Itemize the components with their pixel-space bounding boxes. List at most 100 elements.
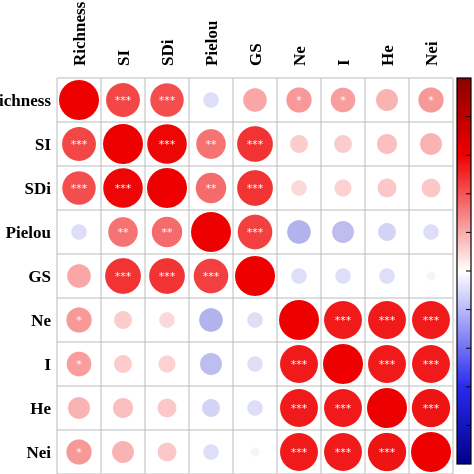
corr-circle-Nei-Ne (280, 433, 318, 471)
corr-circle-SDi-Richness (62, 171, 96, 205)
corr-circle-Nei-He (367, 432, 407, 472)
corr-circle-SI-Ne (290, 135, 308, 153)
corr-circle-Pielou-Ne (287, 220, 311, 244)
col-label-Pielou: Pielou (202, 21, 221, 66)
corr-circle-SDi-Pielou (195, 172, 227, 204)
corr-circle-He-Ne (280, 389, 318, 427)
row-label-Nei: Nei (26, 443, 51, 462)
col-label-Ne: Ne (290, 46, 309, 66)
corr-circle-I-GS (247, 356, 263, 372)
corr-circle-SDi-GS (237, 170, 273, 206)
significance-label: *** (115, 94, 132, 107)
corr-circle-Pielou-GS (237, 214, 273, 250)
corr-circle-Richness-Nei (418, 87, 444, 113)
corr-circle-Richness-He (376, 89, 398, 111)
corr-circle-Richness-Ne (286, 87, 312, 113)
corr-circle-He-GS (247, 400, 263, 416)
corr-circle-Ne-SDi (159, 312, 175, 328)
corr-circle-SI-Richness (62, 127, 96, 161)
corr-circle-GS-SI (105, 258, 141, 294)
significance-label: *** (71, 182, 88, 195)
row-label-Pielou: Pielou (6, 223, 51, 242)
corr-circle-SI-SI (103, 124, 143, 164)
significance-label: ** (118, 226, 130, 239)
corr-circle-He-Richness (68, 397, 90, 419)
corr-circle-GS-He (379, 268, 395, 284)
corr-circle-Richness-I (330, 87, 356, 113)
corr-circle-Pielou-Richness (71, 224, 87, 240)
corr-circle-GS-Ne (291, 268, 307, 284)
significance-label: *** (379, 446, 396, 459)
corr-circle-Nei-Pielou (203, 444, 219, 460)
corr-circle-Richness-Pielou (203, 92, 219, 108)
col-label-GS: GS (246, 43, 265, 66)
corr-circle-He-I (324, 389, 362, 427)
row-label-Ne: Ne (31, 311, 51, 330)
corr-circle-I-SI (114, 355, 132, 373)
labels: Richness SI SDi Pielou GS Ne I He Nei Richness SI S… (0, 1, 441, 462)
significance-label: *** (159, 94, 176, 107)
corr-circle-Nei-Richness (66, 439, 92, 465)
row-label-SI: SI (35, 135, 51, 154)
corr-circle-Nei-SDi (157, 442, 177, 462)
significance-label: * (296, 94, 302, 107)
corr-circle-GS-I (335, 268, 351, 284)
significance-label: *** (379, 358, 396, 371)
corr-circle-Richness-GS (243, 88, 267, 112)
significance-label: *** (335, 402, 352, 415)
corr-circle-He-He (367, 388, 407, 428)
corr-circle-Ne-GS (247, 312, 263, 328)
corr-circle-GS-GS (235, 256, 275, 296)
corr-circle-I-I (323, 344, 363, 384)
significance-label: * (76, 358, 82, 371)
corr-circle-SDi-SDi (147, 168, 187, 208)
corr-circle-Ne-SI (114, 311, 132, 329)
significance-label: ** (162, 226, 174, 239)
corr-circle-SI-I (334, 135, 352, 153)
corr-circle-He-SI (113, 398, 133, 418)
corr-circle-Nei-SI (112, 441, 134, 463)
significance-label: *** (291, 402, 308, 415)
corr-circle-SDi-I (334, 179, 352, 197)
corr-circle-He-Nei (411, 388, 451, 428)
corr-circle-SI-Nei (420, 133, 442, 155)
significance-label: *** (379, 314, 396, 327)
corr-circle-He-Pielou (202, 399, 220, 417)
col-label-SI: SI (114, 50, 133, 66)
corr-circle-Nei-GS (250, 447, 260, 457)
significance-label: *** (247, 182, 264, 195)
circles: *** *** * * **** *** ** ****** *** ** ***** ** *****… (59, 80, 451, 472)
significance-label: *** (203, 270, 220, 283)
corr-circle-Pielou-SI (108, 217, 138, 247)
row-label-He: He (30, 399, 51, 418)
corr-circle-Nei-Nei (411, 432, 451, 472)
corr-circle-Ne-I (324, 301, 362, 339)
corr-circle-I-Nei (412, 345, 450, 383)
corr-circle-SDi-He (377, 178, 397, 198)
corr-circle-SI-Pielou (196, 129, 226, 159)
corr-circle-Pielou-Pielou (191, 212, 231, 252)
corr-circle-Ne-Ne (279, 300, 319, 340)
corr-circle-Nei-I (324, 433, 362, 471)
grid (56, 77, 454, 474)
row-label-Richness: Richness (0, 91, 51, 110)
significance-label: *** (291, 446, 308, 459)
row-label-SDi: SDi (25, 179, 52, 198)
corr-circle-SI-He (377, 134, 397, 154)
corr-circle-SDi-Ne (291, 180, 307, 196)
col-label-I: I (334, 59, 353, 66)
significance-label: *** (115, 182, 132, 195)
corr-circle-Pielou-He (378, 223, 396, 241)
col-label-Nei: Nei (422, 41, 441, 66)
corr-circle-GS-Pielou (193, 258, 229, 294)
significance-label: *** (71, 138, 88, 151)
corr-circle-Richness-SDi (150, 83, 184, 117)
significance-label: *** (247, 226, 264, 239)
significance-label: *** (291, 358, 308, 371)
corr-circle-SDi-Nei (421, 178, 441, 198)
significance-label: * (340, 94, 346, 107)
corr-circle-SI-SDi (147, 124, 187, 164)
corr-circle-Richness-Richness (59, 80, 99, 120)
significance-label: *** (247, 138, 264, 151)
corr-circle-I-He (368, 345, 406, 383)
